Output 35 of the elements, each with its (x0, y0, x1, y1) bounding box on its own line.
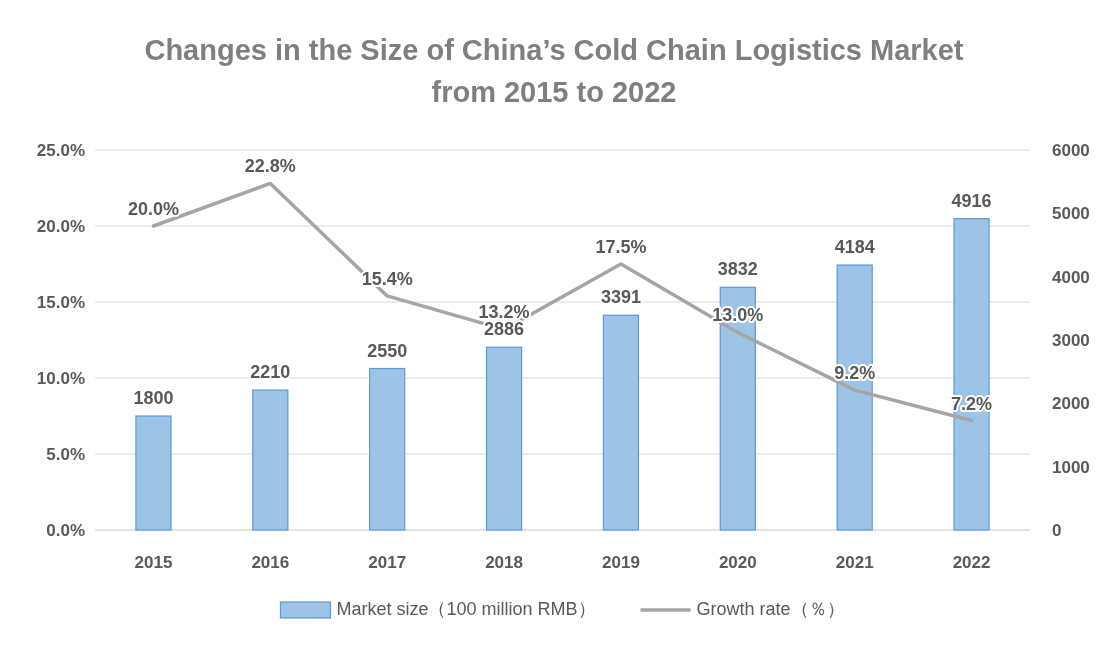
x-tick-label: 2021 (835, 553, 874, 572)
y2-tick-label: 1000 (1052, 457, 1090, 477)
y2-tick-label: 2000 (1052, 394, 1090, 414)
chart-title: Changes in the Size of China’s Cold Chain Logistics Market from 2015 to 2022 (144, 34, 964, 108)
x-tick-label: 2022 (952, 553, 991, 572)
legend-label: Market size（100 million RMB） (336, 599, 596, 619)
y-tick-label: 15.0% (36, 293, 85, 312)
x-tick-label: 2020 (718, 553, 757, 572)
y2-tick-label: 3000 (1052, 331, 1090, 350)
x-tick-label: 2015 (134, 553, 173, 572)
data-label: 3391 (600, 287, 641, 308)
data-label: 17.5% (595, 237, 647, 257)
y2-tick-label: 0 (1052, 521, 1062, 540)
y-tick-label: 20.0% (36, 217, 85, 236)
y-tick-label: 0.0% (46, 521, 85, 540)
data-label: 2550 (367, 340, 408, 361)
y2-tick-label: 4000 (1052, 267, 1090, 287)
x-tick-label: 2016 (251, 553, 290, 572)
legend-label: Growth rate（％） (696, 599, 845, 619)
data-label: 1800 (133, 388, 174, 408)
y2-tick-label: 6000 (1052, 141, 1090, 160)
x-tick-label: 2017 (368, 553, 407, 572)
data-label: 20.0% (127, 199, 179, 219)
data-label: 4916 (951, 190, 992, 211)
data-label: 2210 (250, 362, 291, 383)
y-tick-label: 5.0% (46, 445, 85, 464)
y-tick-label: 25.0% (36, 141, 85, 160)
data-label: 22.8% (244, 156, 296, 177)
data-label: 4184 (834, 237, 875, 258)
y-tick-label: 10.0% (36, 369, 85, 388)
data-label: 15.4% (361, 268, 413, 289)
x-tick-label: 2019 (602, 553, 640, 572)
data-label: 3832 (717, 259, 758, 280)
x-tick-label: 2018 (485, 553, 523, 572)
y2-tick-label: 5000 (1052, 204, 1090, 224)
